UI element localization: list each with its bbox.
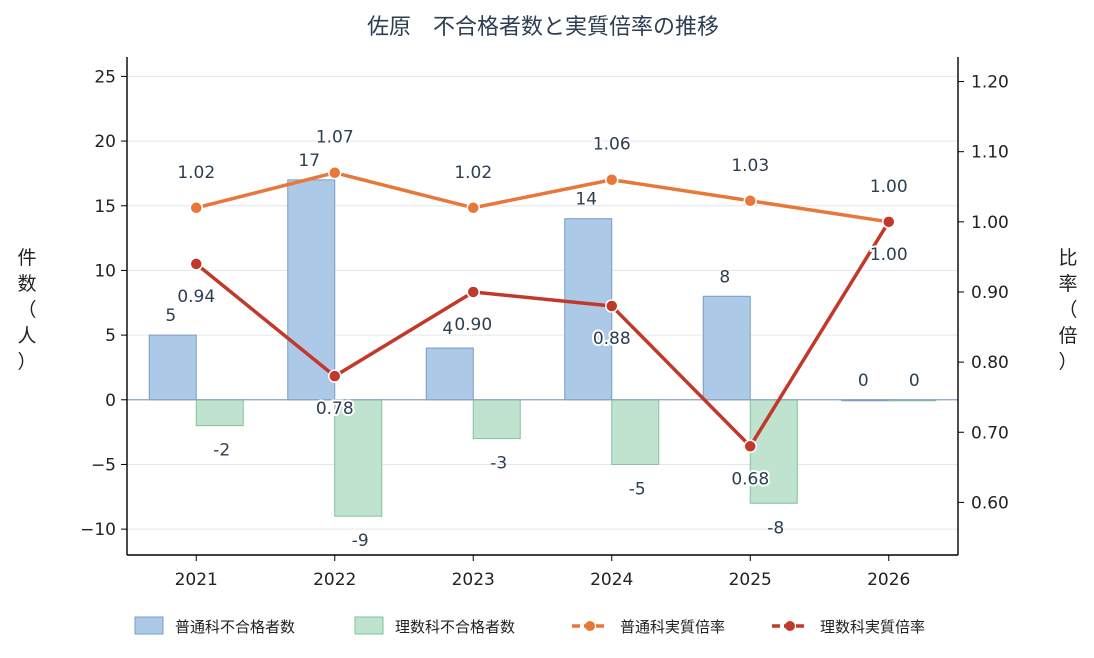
legend-label: 普通科実質倍率 bbox=[620, 618, 725, 636]
bar-label-general: 5 bbox=[165, 306, 176, 326]
ratio-label-science: 0.90 bbox=[454, 315, 492, 335]
point-general-ratio-2024 bbox=[605, 172, 619, 187]
left-tick-label: 20 bbox=[94, 132, 116, 152]
bar-science-2023 bbox=[472, 399, 521, 440]
bar-general-2025 bbox=[702, 295, 751, 401]
left-tick-label: 10 bbox=[94, 261, 116, 281]
bar-general-2024 bbox=[564, 218, 613, 401]
bar-label-general: 17 bbox=[298, 151, 320, 171]
chart-title: 佐原 不合格者数と実質倍率の推移 bbox=[367, 15, 719, 40]
line-science-ratio bbox=[195, 220, 891, 449]
x-tick-label: 2025 bbox=[729, 570, 772, 590]
right-axis-title: 比率（倍） bbox=[1058, 247, 1077, 373]
left-tick-label: −10 bbox=[80, 520, 116, 540]
legend-swatch-0 bbox=[134, 616, 164, 635]
left-tick-label: −5 bbox=[91, 455, 116, 475]
right-tick-label: 1.10 bbox=[971, 143, 1009, 163]
legend-label: 理数科実質倍率 bbox=[820, 618, 925, 636]
point-general-ratio-2025 bbox=[743, 194, 757, 208]
left-axis-title: 件数（人） bbox=[17, 247, 36, 373]
bar-label-science: -8 bbox=[767, 518, 784, 538]
right-tick-label: 0.90 bbox=[971, 283, 1009, 303]
ratio-label-science: 0.68 bbox=[731, 469, 769, 489]
axes-group: −10−505101520250.600.700.800.901.001.101… bbox=[17, 57, 1078, 590]
point-science-ratio-2024 bbox=[605, 299, 619, 313]
x-tick-label: 2024 bbox=[590, 570, 633, 590]
ratio-label-general: 1.07 bbox=[316, 128, 354, 148]
ratio-label-general: 1.03 bbox=[731, 156, 769, 176]
legend-label: 普通科不合格者数 bbox=[175, 618, 295, 636]
legend-label: 理数科不合格者数 bbox=[395, 618, 515, 636]
right-tick-label: 0.60 bbox=[971, 493, 1009, 513]
line-general-ratio bbox=[195, 170, 890, 224]
x-tick-label: 2021 bbox=[175, 570, 218, 590]
ratio-label-science: 0.94 bbox=[177, 287, 215, 307]
left-tick-label: 15 bbox=[94, 197, 116, 217]
bar-science-2025 bbox=[749, 399, 798, 504]
point-science-ratio-2021 bbox=[189, 257, 203, 271]
bar-label-science: 0 bbox=[909, 371, 920, 391]
x-tick-label: 2023 bbox=[452, 570, 495, 590]
right-tick-label: 1.00 bbox=[971, 213, 1009, 233]
ratio-label-general: 1.02 bbox=[177, 163, 215, 183]
legend-marker-2 bbox=[585, 621, 595, 631]
bar-label-general: 4 bbox=[442, 319, 453, 339]
bar-science-2024 bbox=[611, 399, 660, 465]
point-science-ratio-2023 bbox=[466, 285, 480, 299]
point-general-ratio-2023 bbox=[466, 201, 480, 215]
data-labels-group: 5 -2 17 -9 4 -3 14 -5 8 -8 0 0 1.02 1.07 1.02 1.06 1.03 1… bbox=[165, 126, 920, 551]
ratio-label-science: 1.00 bbox=[870, 245, 908, 265]
bar-label-science: -2 bbox=[213, 441, 230, 461]
legend-marker-3 bbox=[785, 621, 795, 631]
legend: 普通科不合格者数 理数科不合格者数 普通科実質倍率 理数科実質倍率 bbox=[134, 616, 925, 636]
bar-label-general: 0 bbox=[858, 371, 869, 391]
left-tick-label: 5 bbox=[105, 326, 116, 346]
ratio-label-general: 1.00 bbox=[870, 177, 908, 197]
grid-lines bbox=[127, 75, 958, 530]
legend-swatch-1 bbox=[354, 616, 384, 635]
bar-label-science: -5 bbox=[629, 479, 646, 499]
bar-science-2021 bbox=[195, 399, 244, 427]
bar-label-science: -3 bbox=[490, 454, 507, 474]
point-general-ratio-2022 bbox=[328, 165, 342, 180]
bar-label-general: 8 bbox=[719, 267, 730, 287]
right-tick-label: 0.80 bbox=[971, 353, 1009, 373]
point-science-ratio-2026 bbox=[882, 215, 896, 229]
ratio-label-general: 1.02 bbox=[454, 163, 492, 183]
bar-science-2022 bbox=[334, 399, 383, 517]
point-general-ratio-2021 bbox=[189, 201, 203, 215]
bar-label-general: 14 bbox=[575, 190, 597, 210]
ratio-label-science: 0.78 bbox=[316, 399, 354, 419]
left-tick-label: 0 bbox=[105, 391, 116, 411]
ratio-label-general: 1.06 bbox=[593, 135, 631, 155]
x-tick-label: 2026 bbox=[867, 570, 910, 590]
right-tick-label: 1.20 bbox=[971, 73, 1009, 93]
bars-group bbox=[148, 179, 937, 517]
bar-general-2021 bbox=[148, 334, 197, 401]
left-tick-label: 25 bbox=[94, 67, 116, 87]
right-tick-label: 0.70 bbox=[971, 423, 1009, 443]
point-science-ratio-2025 bbox=[743, 439, 757, 454]
x-tick-label: 2022 bbox=[313, 570, 356, 590]
ratio-label-science: 0.88 bbox=[593, 329, 631, 349]
lines-group bbox=[189, 165, 896, 454]
point-science-ratio-2022 bbox=[328, 369, 342, 383]
bar-general-2022 bbox=[287, 179, 336, 401]
bar-label-science: -9 bbox=[352, 531, 369, 551]
bar-general-2023 bbox=[425, 347, 474, 401]
